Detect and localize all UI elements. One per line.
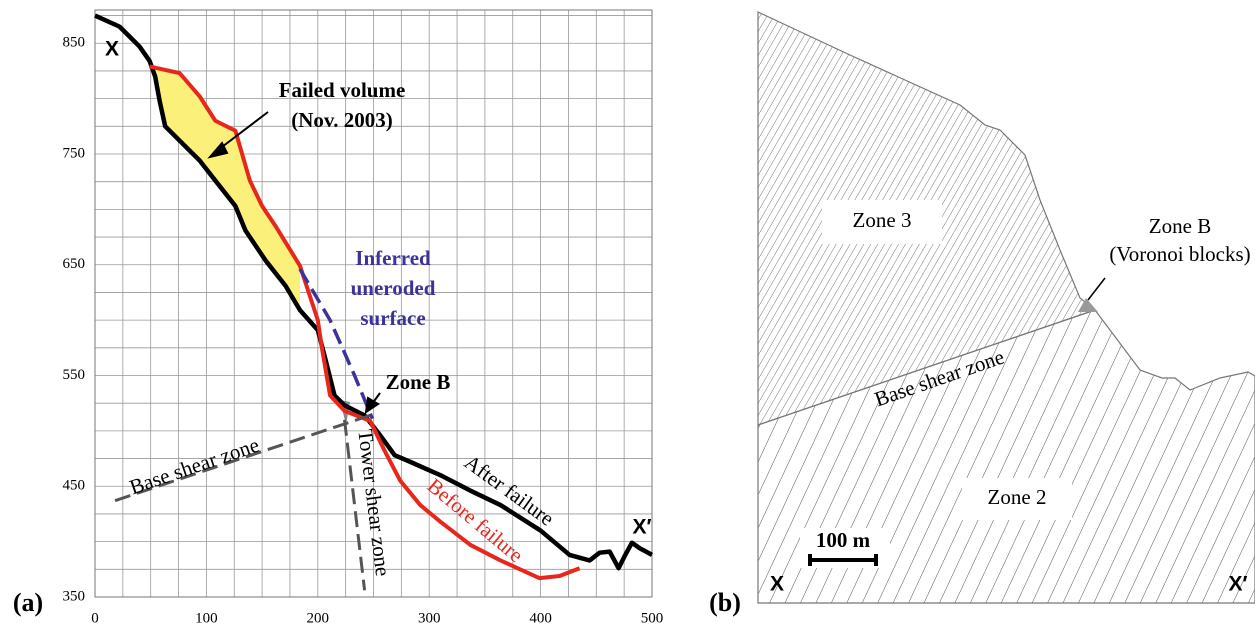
series-line — [298, 268, 375, 420]
y-tick-label: 550 — [63, 367, 86, 383]
end-label: X — [770, 573, 784, 596]
series-label: Base shear zone — [126, 433, 262, 500]
arrow-head — [364, 396, 380, 415]
panel-label: (b) — [709, 588, 741, 617]
annotation: Zone B — [386, 370, 451, 394]
zone-label: Zone 3 — [853, 208, 912, 232]
panel-b: Zone 3 Zone 2 Zone B (Voronoi blocks) Ba… — [709, 11, 1255, 617]
label-bg — [1110, 215, 1252, 271]
x-tick-label: 200 — [307, 610, 330, 626]
leader-line — [1087, 277, 1106, 301]
zone-b-blocks — [1078, 298, 1098, 312]
series-line — [343, 419, 367, 591]
zone-label: Zone 2 — [988, 485, 1047, 509]
x-tick-label: 400 — [529, 610, 552, 626]
series-line — [94, 13, 654, 571]
plot-frame — [94, 9, 653, 598]
panel-a: 0 100 200 300 400 500350450550650750850After … — [13, 9, 664, 626]
annotation: X — [105, 38, 119, 61]
annotation: (Nov. 2003) — [291, 108, 393, 132]
x-tick-label: 100 — [195, 610, 218, 626]
y-tick-label: 450 — [63, 478, 86, 494]
label-bg — [962, 478, 1072, 520]
series-line — [149, 64, 581, 581]
zone-note: (Voronoi blocks) — [1109, 242, 1250, 266]
zone-label: Zone B — [1149, 214, 1211, 238]
annotation: X′ — [632, 516, 651, 539]
series-label: Inferred uneroded surface — [351, 246, 436, 330]
arrows — [207, 111, 381, 415]
y-tick-label: 650 — [63, 256, 86, 272]
y-tick-label: 750 — [63, 145, 86, 161]
arrow — [217, 111, 269, 151]
panel-label: (a) — [13, 588, 43, 617]
scale-label: 100 m — [816, 528, 871, 552]
x-tick-label: 0 — [91, 610, 99, 626]
x-tick-label: 300 — [418, 610, 441, 626]
scale-bar — [808, 554, 878, 566]
y-tick-label: 850 — [63, 35, 86, 51]
label-bg — [822, 200, 942, 244]
x-tick-label: 500 — [641, 610, 664, 626]
annotation: Failed volume — [279, 78, 406, 102]
end-label: X′ — [1228, 573, 1247, 596]
arrow-head — [207, 141, 229, 159]
failed-volume-fill — [149, 60, 300, 311]
y-tick-label: 350 — [63, 588, 86, 604]
